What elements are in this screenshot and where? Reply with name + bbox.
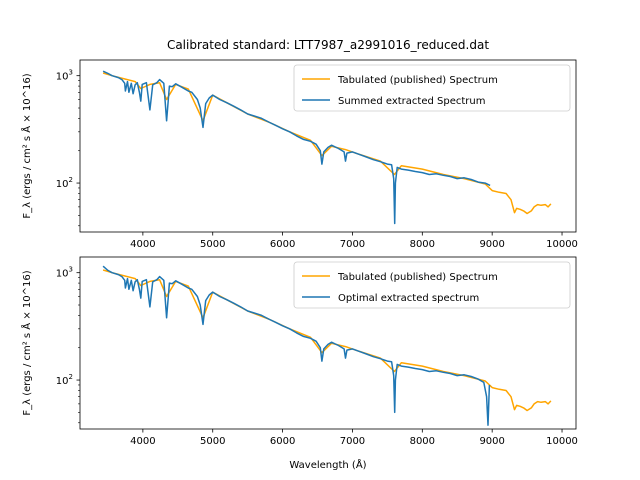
x-tick-label: 6000 xyxy=(270,239,295,250)
legend-entry: Optimal extracted spectrum xyxy=(338,293,479,304)
x-tick-label: 10000 xyxy=(546,239,578,250)
panel-2: 4000 5000 6000 7000 8000 9000 10000 102 103 F_λ (… xyxy=(20,256,578,471)
y-tick-label: 103 xyxy=(56,69,73,83)
x-tick-label: 7000 xyxy=(340,436,365,447)
x-tick-label: 5000 xyxy=(200,239,225,250)
series-line-extracted xyxy=(102,265,491,426)
y-tick-label: 103 xyxy=(56,266,73,280)
x-tick-label: 9000 xyxy=(479,239,504,250)
chart-title: Calibrated standard: LTT7987_a2991016_re… xyxy=(167,38,489,52)
legend-box xyxy=(293,261,571,309)
plot-frame xyxy=(79,256,577,430)
x-tick-label: 7000 xyxy=(340,239,365,250)
legend: Tabulated (published) Spectrum Optimal ex… xyxy=(293,261,571,309)
x-tick-label: 8000 xyxy=(410,436,435,447)
x-tick-label: 6000 xyxy=(270,436,295,447)
x-axis-label: Wavelength (Å) xyxy=(289,458,366,471)
y-axis-label: F_λ (ergs / cm² s Å × 10^16) xyxy=(20,73,33,218)
y-axis-label-text: F_λ (ergs / cm² s Å × 10^16) xyxy=(20,270,33,415)
y-axis-label-text: F_λ (ergs / cm² s Å × 10^16) xyxy=(20,73,33,218)
y-tick-label: 102 xyxy=(56,373,73,387)
legend-entry: Tabulated (published) Spectrum xyxy=(337,75,498,86)
legend: Tabulated (published) Spectrum Summed ext… xyxy=(293,64,571,112)
series-line-extracted xyxy=(102,70,491,225)
x-tick-label: 8000 xyxy=(410,239,435,250)
plot-frame xyxy=(79,59,577,233)
panel-1: 4000 5000 6000 7000 8000 9000 10000 102 103 F_λ (… xyxy=(20,59,578,250)
x-tick-label: 10000 xyxy=(546,436,578,447)
legend-box xyxy=(293,64,571,112)
x-tick-label: 9000 xyxy=(479,436,504,447)
y-axis-label: F_λ (ergs / cm² s Å × 10^16) xyxy=(20,270,33,415)
y-tick-label: 102 xyxy=(56,176,73,190)
x-tick-label: 5000 xyxy=(200,436,225,447)
x-tick-label: 4000 xyxy=(130,436,155,447)
legend-entry: Summed extracted Spectrum xyxy=(338,96,485,107)
legend-entry: Tabulated (published) Spectrum xyxy=(337,272,498,283)
x-tick-label: 4000 xyxy=(130,239,155,250)
